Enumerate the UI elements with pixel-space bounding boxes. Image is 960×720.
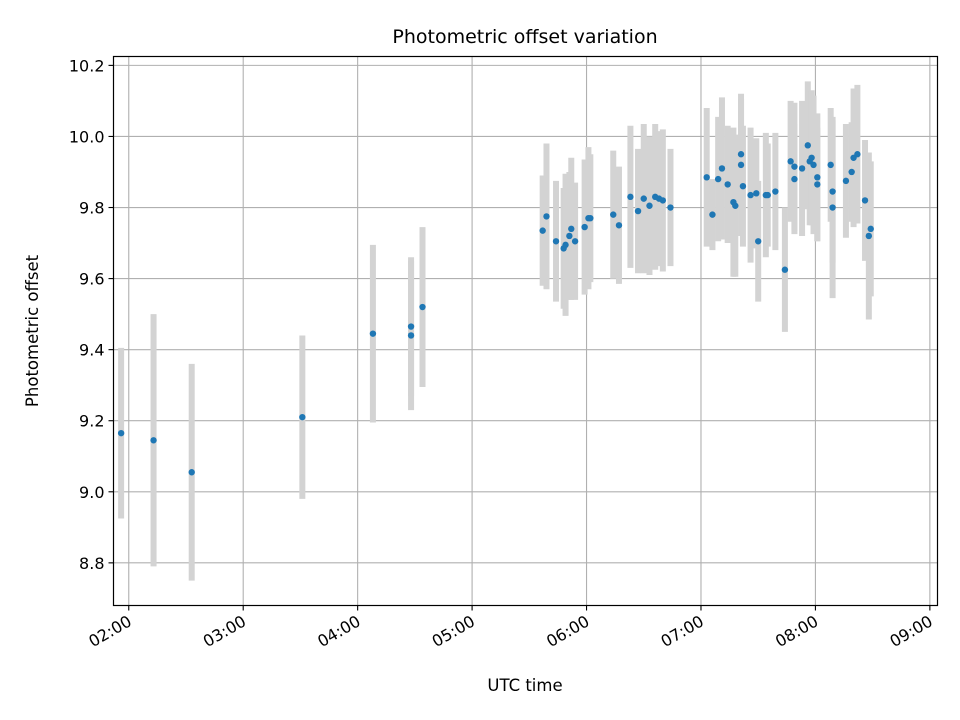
data-point [787, 158, 794, 165]
data-point [188, 469, 195, 476]
y-tick-label: 8.8 [79, 554, 104, 573]
data-point [861, 197, 869, 204]
data-points [117, 142, 874, 476]
data-point [117, 429, 125, 437]
data-point [764, 191, 771, 199]
plot-frame [112, 55, 939, 607]
data-point [634, 207, 642, 215]
data-point [587, 214, 594, 222]
data-point [407, 323, 415, 330]
grid [113, 56, 938, 606]
data-point [718, 165, 726, 172]
data-point [627, 193, 634, 201]
data-point [842, 177, 850, 185]
data-point [610, 211, 617, 218]
data-point [709, 211, 716, 218]
data-point [571, 238, 579, 245]
data-point [827, 161, 834, 169]
data-point [867, 225, 874, 233]
data-point [566, 232, 573, 240]
data-point [369, 330, 377, 337]
data-point [772, 188, 779, 195]
data-point [829, 204, 836, 211]
data-point [543, 213, 550, 220]
data-point [581, 223, 588, 231]
data-point [810, 161, 817, 169]
data-point [781, 266, 789, 273]
data-point [848, 168, 855, 176]
data-point [299, 413, 306, 421]
data-point [646, 202, 653, 209]
data-point [539, 227, 546, 234]
y-tick-label: 10.2 [69, 56, 105, 75]
data-point [791, 163, 798, 170]
data-point [854, 151, 861, 158]
data-point [737, 161, 745, 169]
data-point [667, 204, 674, 211]
data-point [562, 241, 569, 249]
data-point [829, 188, 836, 195]
data-point [419, 303, 426, 311]
data-point [615, 222, 623, 229]
data-point [798, 165, 806, 172]
data-point [724, 181, 731, 188]
y-tick-label: 9.0 [79, 483, 104, 502]
data-point [703, 174, 710, 181]
data-point [865, 232, 873, 240]
data-point [732, 202, 739, 209]
y-tick-label: 10.0 [69, 127, 105, 146]
data-point [755, 238, 762, 245]
data-point [814, 174, 821, 181]
data-point [739, 182, 747, 190]
data-point [407, 332, 415, 339]
y-tick-label: 9.4 [79, 341, 104, 360]
data-point [737, 151, 745, 158]
y-tick-label: 9.2 [79, 412, 104, 431]
y-tick-label: 9.8 [79, 199, 104, 218]
data-point [753, 190, 760, 197]
data-point [808, 154, 815, 161]
data-point [747, 191, 754, 199]
y-tick-label: 9.6 [79, 270, 104, 289]
x-axis-label: UTC time [487, 676, 562, 695]
data-point [640, 195, 647, 202]
data-point [568, 225, 575, 233]
chart-title: Photometric offset variation [392, 26, 657, 48]
data-point [814, 181, 821, 188]
data-point [804, 142, 811, 149]
data-point [791, 175, 798, 183]
data-point [714, 175, 722, 183]
data-point [150, 437, 157, 444]
data-point [552, 238, 560, 245]
y-axis-label: Photometric offset [23, 254, 42, 407]
y-axis: 8.8 9.0 9.2 9.4 9.6 9.8 10.0 10.2 [69, 56, 114, 573]
data-point [659, 197, 667, 204]
